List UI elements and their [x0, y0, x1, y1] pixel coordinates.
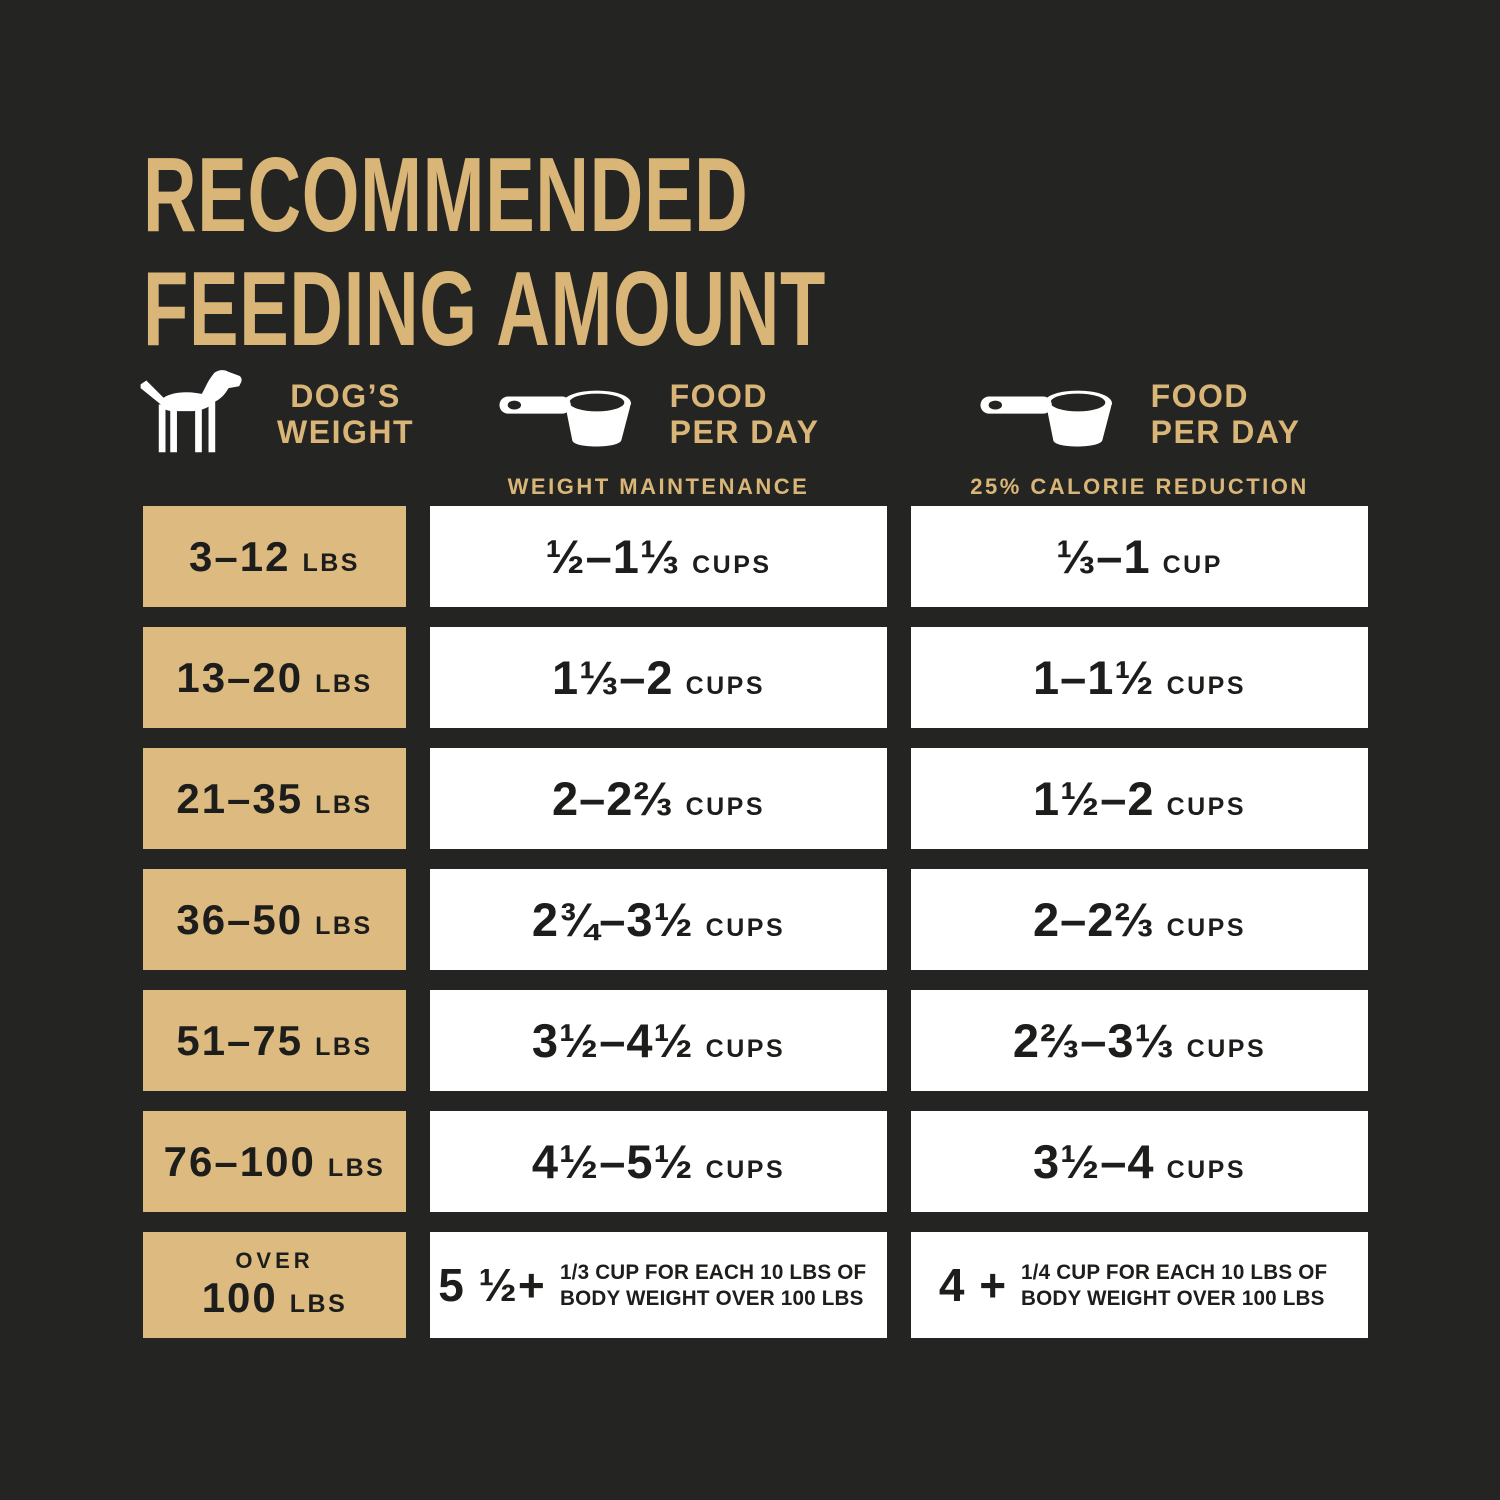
reduction-value-cell: 4 + 1/4 CUP FOR EACH 10 LBS OF BODY WEIG…: [911, 1232, 1368, 1338]
header-food-per-day-reduction: FOOD PER DAY 25% CALORIE REDUCTION: [911, 368, 1368, 500]
dogs-weight-label: DOG’S WEIGHT: [277, 377, 414, 450]
weight-range-cell: 51–75 LBS: [143, 990, 406, 1091]
maintenance-value-cell: 1⅓–2 CUPS: [430, 627, 887, 728]
reduction-value-cell: 2–2⅔ CUPS: [911, 869, 1368, 970]
weight-maintenance-sublabel: WEIGHT MAINTENANCE: [507, 474, 810, 499]
weight-range-cell: 36–50 LBS: [143, 869, 406, 970]
feeding-table: 3–12 LBS ½–1⅓ CUPS ⅓–1 CUP 13–20 LBS 1⅓–2 CUP…: [143, 506, 1368, 1338]
reduction-value-cell: 2⅔–3⅓ CUPS: [911, 990, 1368, 1091]
page-title: RECOMMENDED FEEDING AMOUNT: [143, 138, 826, 367]
maintenance-value-cell: 3½–4½ CUPS: [430, 990, 887, 1091]
reduction-note: 1/4 CUP FOR EACH 10 LBS OF BODY WEIGHT O…: [1021, 1259, 1328, 1310]
maintenance-value-cell: 4½–5½ CUPS: [430, 1111, 887, 1212]
reduction-value-cell: 1½–2 CUPS: [911, 748, 1368, 849]
maintenance-value-cell: 5 ½+ 1/3 CUP FOR EACH 10 LBS OF BODY WEI…: [430, 1232, 887, 1338]
weight-range-cell: 21–35 LBS: [143, 748, 406, 849]
reduction-value-cell: 1–1½ CUPS: [911, 627, 1368, 728]
measuring-cup-icon: [499, 390, 631, 447]
reduction-value-cell: ⅓–1 CUP: [911, 506, 1368, 607]
over-label: OVER: [235, 1248, 314, 1273]
header-food-per-day-maintenance: FOOD PER DAY WEIGHT MAINTENANCE: [430, 368, 887, 500]
dog-icon: [140, 370, 242, 453]
maintenance-note: 1/3 CUP FOR EACH 10 LBS OF BODY WEIGHT O…: [559, 1259, 867, 1310]
calorie-reduction-sublabel: 25% CALORIE REDUCTION: [970, 474, 1309, 499]
food-per-day-label: FOOD PER DAY: [1150, 377, 1301, 450]
measuring-cup-icon: [980, 390, 1112, 447]
weight-range-cell: 3–12 LBS: [143, 506, 406, 607]
maintenance-value-cell: ½–1⅓ CUPS: [430, 506, 887, 607]
maintenance-value-cell: 2¾–3½ CUPS: [430, 869, 887, 970]
header-dogs-weight: DOG’S WEIGHT: [140, 368, 413, 500]
weight-range-cell: 13–20 LBS: [143, 627, 406, 728]
page-title-line2: FEEDING AMOUNT: [143, 250, 827, 369]
page-title-line1: RECOMMENDED: [143, 136, 749, 254]
weight-range-cell: 76–100 LBS: [143, 1111, 406, 1212]
reduction-value-cell: 3½–4 CUPS: [911, 1111, 1368, 1212]
table-header-row: DOG’S WEIGHT FOOD PER DAY WEIGHT MAINTEN…: [140, 368, 1364, 500]
weight-range-cell: OVER 100 LBS: [143, 1232, 406, 1338]
maintenance-value-cell: 2–2⅔ CUPS: [430, 748, 887, 849]
food-per-day-label: FOOD PER DAY: [669, 377, 820, 450]
